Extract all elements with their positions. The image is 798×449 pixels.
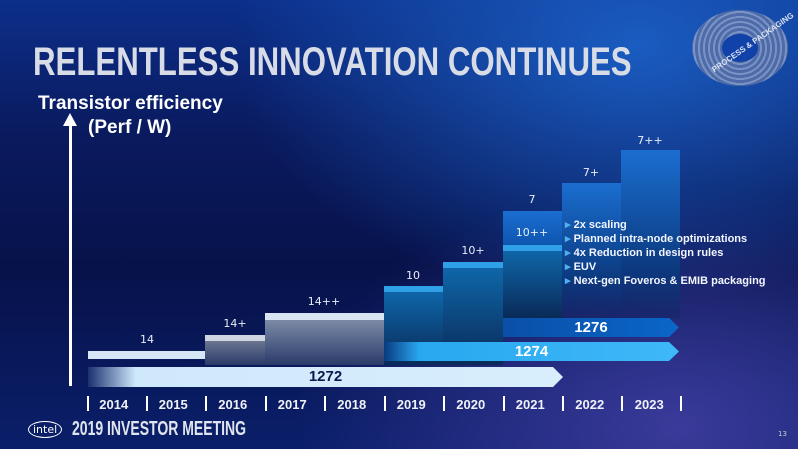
- year-axis: 2014 2015 2016 2017 2018 2019 2020 2021 2022 2023: [84, 397, 679, 412]
- year-label: 2020: [456, 397, 486, 412]
- event-name: 2019 INVESTOR MEETING: [72, 418, 247, 440]
- bullet-item: Next-gen Foveros & EMIB packaging: [565, 274, 766, 287]
- node-10plusplus-bar: [503, 245, 562, 318]
- slide-title: RELENTLESS INNOVATION CONTINUES: [33, 40, 632, 84]
- node-label: 14: [140, 333, 154, 346]
- year-separator: [324, 396, 326, 411]
- process-1276-arrow: 1276: [503, 318, 679, 337]
- process-1274-arrow: 1274: [384, 342, 679, 361]
- year-separator: [503, 396, 505, 411]
- year-label: 2017: [277, 397, 307, 412]
- node-label: 7+: [582, 166, 600, 179]
- node-label: 10++: [515, 226, 549, 239]
- y-axis-unit: (Perf / W): [88, 117, 172, 138]
- year-separator: [562, 396, 564, 411]
- year-label: 2021: [515, 397, 545, 412]
- node-14plus-bar: [205, 335, 265, 365]
- y-axis-arrowhead: [63, 113, 77, 126]
- page-number: 13: [778, 430, 787, 438]
- year-label: 2016: [218, 397, 248, 412]
- node-label: 10: [406, 269, 420, 282]
- year-separator: [443, 396, 445, 411]
- year-separator: [384, 396, 386, 411]
- intel-logo: intel: [28, 421, 63, 438]
- year-label: 2023: [634, 397, 664, 412]
- process-1272-arrow: 1272: [88, 367, 563, 387]
- year-separator: [621, 396, 623, 411]
- node-14plusplus-bar: [265, 313, 384, 365]
- node-label: 7: [528, 193, 536, 206]
- year-label: 2022: [575, 397, 605, 412]
- year-separator: [87, 396, 89, 411]
- node-label: 14++: [307, 295, 341, 308]
- bullet-item: 4x Reduction in design rules: [565, 246, 724, 259]
- node-label: 7++: [637, 134, 663, 147]
- node-label: 14+: [223, 317, 247, 330]
- year-label: 2015: [158, 397, 188, 412]
- bullet-item: 2x scaling: [565, 218, 627, 231]
- y-axis-label: Transistor efficiency: [38, 93, 223, 114]
- process-packaging-badge: PROCESS & PACKAGING: [692, 10, 795, 86]
- year-separator: [265, 396, 267, 411]
- node-label: 10+: [461, 244, 485, 257]
- y-axis-line: [69, 124, 72, 386]
- year-label: 2014: [99, 397, 129, 412]
- bullet-item: EUV: [565, 260, 597, 273]
- year-separator: [146, 396, 148, 411]
- node-14-bar: [88, 351, 205, 359]
- year-separator: [680, 396, 682, 411]
- year-label: 2018: [337, 397, 367, 412]
- bullet-item: Planned intra-node optimizations: [565, 232, 748, 245]
- year-separator: [205, 396, 207, 411]
- year-label: 2019: [396, 397, 426, 412]
- node-7-bar: [503, 211, 562, 245]
